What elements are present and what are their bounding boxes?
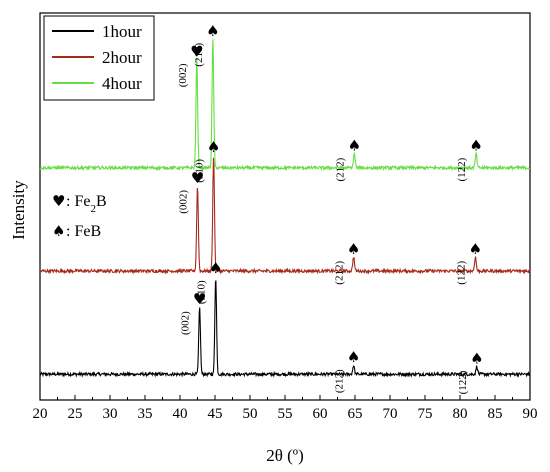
peak-label: (122) [455,261,467,285]
peak-annotations: (002)♥(210)♠(212)♠(122)♠(002)♥(210)♠(212… [177,22,484,395]
series-line-2hour [39,157,531,275]
legend-label: 4hour [102,74,142,93]
peak-label: (212) [334,261,346,285]
heart-marker: ♥ [193,290,206,308]
x-tick-label: 20 [33,406,48,422]
x-tick-label: 90 [523,406,538,422]
x-tick-label: 75 [418,406,433,422]
legend-label: 1hour [102,22,142,41]
peak-label: (210) [193,43,205,67]
phase-key-label: : FeB [66,223,101,240]
x-tick-label: 50 [243,406,258,422]
heart-marker: ♥ [190,42,203,60]
spade-marker: ♠ [209,259,222,277]
x-tick-label: 60 [313,406,328,422]
spade-marker: ♠ [347,348,360,366]
spade-marker: ♠ [347,240,360,258]
x-axis-title: 2θ (º) [266,446,304,465]
spade-marker: ♠ [469,137,482,155]
peak-label: (210) [194,159,206,183]
peak-label: (212) [334,157,346,181]
y-axis-title: Intensity [9,180,28,240]
spade-marker: ♠ [206,22,219,40]
peak-label: (122) [457,370,469,394]
spade-marker: ♠ [469,240,482,258]
x-tick-label: 35 [138,406,153,422]
peak-label: (212) [334,369,346,393]
legend-label: 2hour [102,48,142,67]
x-tick-label: 45 [208,406,223,422]
peak-label: (210) [196,280,208,304]
x-tick-label: 55 [278,406,293,422]
spade-icon: ♠ [52,222,65,240]
x-tick-label: 70 [383,406,398,422]
series-line-1hour [39,280,531,378]
legend: 1hour 2hour 4hour [43,15,155,101]
spade-marker: ♠ [470,349,483,367]
peak-label: (002) [178,190,190,214]
x-tick-label: 40 [173,406,188,422]
peak-label: (002) [180,311,192,335]
spade-marker: ♠ [207,138,220,156]
x-tick-label: 80 [453,406,468,422]
series-line-4hour [39,39,531,172]
peak-label: (122) [456,157,468,181]
phase-key: ♥: Fe2B♠: FeB [52,192,107,240]
series-layer [39,39,531,378]
peak-label: (002) [177,63,189,87]
x-tick-label: 85 [488,406,503,422]
x-tick-label: 65 [348,406,363,422]
x-tick-label: 25 [68,406,83,422]
x-axis-ticks: 20 25 30 35 40 45 50 55 60 65 70 75 80 85 90 [33,395,538,422]
heart-marker: ♥ [191,169,204,187]
phase-key-label: : Fe2B [66,193,107,215]
heart-icon: ♥ [52,192,65,210]
x-tick-label: 30 [103,406,118,422]
spade-marker: ♠ [348,137,361,155]
